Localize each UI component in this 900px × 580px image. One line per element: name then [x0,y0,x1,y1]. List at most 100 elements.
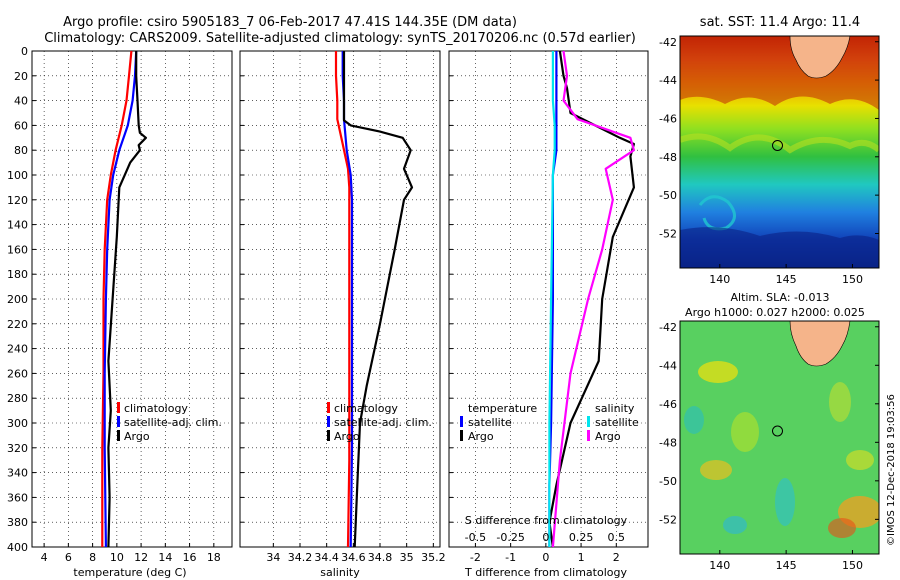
ytick-label: 60 [14,119,28,132]
legend-swatch-satellite [327,416,330,427]
tasmania-land [789,36,851,79]
legend-label-s-satellite: satellite [595,416,639,429]
legend-swatch-climatology [327,402,330,413]
xtick-label: 34.4 [314,551,339,564]
xtick-label: 4 [41,551,48,564]
map-ytick-label: -46 [659,398,677,411]
map-xtick-label: 150 [842,273,863,286]
legend-label-argo: Argo [124,430,150,443]
legend-swatch-s-satellite [587,416,590,427]
map-ytick-label: -48 [659,151,677,164]
ytick-label: 40 [14,95,28,108]
difference-legend: temperature satellite Argo salinity sate… [460,402,639,443]
sst-cold-water [680,227,879,268]
tasmania-land [789,321,851,367]
map-xtick-label: 145 [776,273,797,286]
xtick-label: 0 [542,551,549,564]
ytick-label: 280 [7,392,28,405]
xtick-label: 8 [89,551,96,564]
salinity-xlabel: salinity [320,566,360,579]
legend-label-satellite: satellite-adj. clim. [124,416,222,429]
sla-map-panel: Altim. SLA: -0.013 Argo h1000: 0.027 h20… [659,291,880,572]
x2tick-label: 0 [542,531,549,544]
xtick-label: -2 [470,551,481,564]
xtick-label: 34.6 [341,551,366,564]
xtick-label: 1 [578,551,585,564]
legend-label-s-argo: Argo [595,430,621,443]
argo-location-marker [772,425,783,437]
legend-label-t-satellite: satellite [468,416,512,429]
sla-blob [723,516,747,534]
x2tick-label: 0.5 [608,531,626,544]
ytick-label: 260 [7,367,28,380]
xtick-label: 35.2 [421,551,446,564]
sst-map-frame [679,35,880,269]
map-ytick-label: -52 [659,227,677,240]
sla-map-subtitle: Argo h1000: 0.027 h2000: 0.025 [685,306,865,319]
difference-xlabel2: S difference from climatology [465,514,628,527]
ytick-label: 380 [7,516,28,529]
sst-front-line [680,133,879,154]
salinity-panel: 34 34.2 34.4 34.6 34.8 35 35.2 salinity climat… [239,50,446,579]
ytick-label: 160 [7,243,28,256]
map-ytick-label: -42 [659,36,677,49]
legend-swatch-satellite [117,416,120,427]
figure-title-line1: Argo profile: csiro 5905183_7 06-Feb-201… [63,15,517,30]
legend-swatch-t-argo [460,430,463,441]
sla-blob [698,361,738,383]
ytick-label: 360 [7,491,28,504]
sla-blob [700,460,732,480]
sst-map-title: sat. SST: 11.4 Argo: 11.4 [700,15,860,30]
map-xtick-label: 150 [842,559,863,572]
map-xtick-label: 140 [709,559,730,572]
series-line-s-argo [551,50,636,548]
ytick-label: 320 [7,442,28,455]
map-ytick-label: -46 [659,112,677,125]
series-line-climatology [334,51,351,548]
legend-swatch-t-satellite [460,416,463,427]
series-line-satellite-adj-clim- [103,50,138,548]
xtick-label: 12 [134,551,148,564]
sla-blob [731,412,759,452]
ytick-label: 200 [7,293,28,306]
xtick-label: -1 [505,551,516,564]
x2tick-label: -0.25 [496,531,524,544]
xtick-label: 35 [400,551,414,564]
figure-title-line2: Climatology: CARS2009. Satellite-adjuste… [44,31,636,46]
xtick-label: 10 [110,551,124,564]
difference-panel: -2 -1 0 1 2 T difference from climatology S … [448,50,649,579]
legend-label-satellite: satellite-adj. clim. [334,416,432,429]
legend-label-t-argo: Argo [468,430,494,443]
ytick-label: 300 [7,417,28,430]
ytick-label: 400 [7,541,28,554]
sla-map-frame [679,320,880,555]
legend-label-climatology: climatology [124,402,188,415]
legend-title-temperature: temperature [468,402,537,415]
ytick-label: 0 [21,45,28,58]
map-ytick-label: -48 [659,436,677,449]
xtick-label: 18 [207,551,221,564]
x2tick-label: 0.25 [569,531,594,544]
sst-map-panel: sat. SST: 11.4 Argo: 11.4 140 145 150 -42 -4… [659,15,880,286]
sla-blob [846,450,874,470]
map-xtick-label: 145 [776,559,797,572]
sla-map-title: Altim. SLA: -0.013 [730,291,829,304]
ytick-label: 220 [7,318,28,331]
xtick-label: 16 [183,551,197,564]
map-ytick-label: -44 [659,74,677,87]
ytick-label: 140 [7,219,28,232]
temperature-panel: 0 20 40 60 80 100 120 140 160 180 200 220 240 260 280 3… [7,45,233,579]
legend-title-salinity: salinity [595,402,635,415]
legend-swatch-climatology [117,402,120,413]
sla-blob [684,406,704,434]
map-xtick-label: 140 [709,273,730,286]
xtick-label: 34.8 [368,551,393,564]
series-line-argo [107,51,147,548]
temperature-xlabel: temperature (deg C) [73,566,186,579]
xtick-label: 34.2 [288,551,313,564]
map-ytick-label: -50 [659,189,677,202]
difference-xlabel: T difference from climatology [464,566,627,579]
credit-text: ©IMOS 12-Dec-2018 19:03:56 [886,394,897,546]
sla-blob [775,478,795,526]
